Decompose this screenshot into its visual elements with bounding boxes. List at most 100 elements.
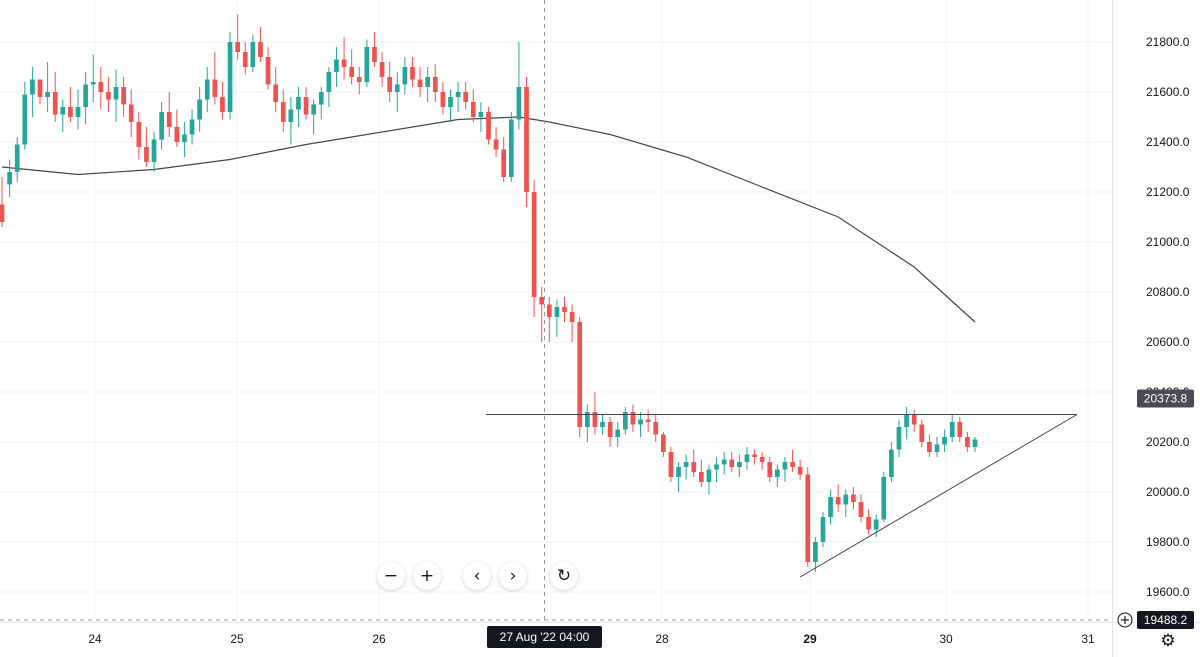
candle-body [957, 422, 963, 437]
candle [508, 112, 514, 182]
candle [486, 107, 491, 145]
candle-body [752, 454, 757, 457]
reset-chart-button[interactable]: ↻ [550, 562, 578, 590]
candle-body [387, 77, 393, 92]
time-tick-label: 26 [372, 632, 386, 646]
candle [204, 67, 210, 112]
candle [60, 99, 66, 132]
candle-body [280, 102, 286, 122]
candle [265, 47, 271, 90]
candle [189, 109, 195, 145]
candle [159, 102, 164, 150]
candle-body [37, 79, 43, 97]
candle [410, 57, 415, 87]
candle-body [273, 84, 279, 102]
candle [539, 287, 545, 342]
candle [516, 42, 522, 130]
candle-body [379, 62, 385, 77]
candle-body [52, 92, 58, 115]
price-tick-label: 21800.0 [1146, 35, 1190, 49]
candle [615, 422, 621, 447]
candle [820, 512, 826, 547]
candle-body [204, 79, 210, 100]
candle-body [767, 462, 773, 477]
candle-body [493, 139, 499, 150]
candle [356, 67, 362, 95]
candle-body [189, 119, 195, 135]
candle [965, 432, 970, 452]
candle-body [782, 462, 788, 470]
candle-body [432, 77, 438, 92]
candle [889, 442, 894, 482]
candle [144, 127, 149, 167]
candle [98, 67, 104, 110]
candle-body [182, 134, 187, 142]
axis-labels: 20373.8 19488.2 27 Aug '22 04:00 [487, 389, 1194, 648]
candle-body [478, 112, 484, 117]
crosshair-time-tag [487, 626, 602, 648]
candle [660, 432, 666, 457]
zoom-in-button[interactable]: + [413, 562, 441, 590]
last-price-label: 20373.8 [1144, 392, 1188, 406]
price-tick-label: 20800.0 [1146, 285, 1190, 299]
candle-body [835, 497, 841, 505]
candle [919, 419, 925, 447]
candle [828, 489, 833, 525]
time-tick-label: 24 [88, 632, 102, 646]
candle-body [75, 107, 81, 117]
candle [524, 77, 529, 207]
reset-controls: ↻ [550, 562, 578, 594]
price-axis[interactable]: 21800.0 21600.0 21400.0 21200.0 21000.0 20800… [1113, 0, 1200, 622]
candle-body [448, 97, 453, 107]
scroll-right-button[interactable]: › [499, 562, 527, 590]
candle [706, 464, 712, 495]
candle [942, 429, 947, 452]
candle-body [296, 97, 301, 110]
candle [911, 409, 917, 432]
candle [562, 297, 567, 322]
candle [698, 459, 704, 487]
candle-body [174, 127, 180, 142]
candle [394, 72, 400, 112]
settings-gear-icon[interactable]: ⚙ [1160, 631, 1176, 651]
candle-body [949, 422, 955, 437]
candle-body [813, 542, 818, 562]
candle [752, 449, 757, 465]
scroll-left-button[interactable]: ‹ [463, 562, 491, 590]
time-axis[interactable]: 24 25 26 28 29 30 31 [88, 632, 1095, 646]
candle-body [410, 67, 415, 80]
candle-body [889, 449, 894, 477]
candle-body [714, 464, 719, 470]
candle-body [934, 444, 940, 452]
candle-body [508, 119, 514, 177]
crosshair-time-label: 27 Aug '22 04:00 [500, 630, 590, 644]
candle [501, 137, 507, 182]
candle-body [630, 412, 636, 425]
add-symbol-plus-circle-icon[interactable] [1117, 612, 1133, 628]
price-tick-label: 20000.0 [1146, 485, 1190, 499]
candle-body [972, 439, 978, 447]
candle [904, 407, 909, 440]
candle-body [554, 307, 560, 317]
candle-body [501, 149, 507, 177]
zoom-out-button[interactable]: − [377, 562, 405, 590]
candlestick-series [0, 14, 978, 572]
price-tick-label: 21400.0 [1146, 135, 1190, 149]
candle [569, 304, 575, 342]
candle-body [622, 412, 628, 430]
candle-body [425, 77, 431, 87]
price-axis-background [1113, 0, 1200, 622]
candle [37, 79, 43, 105]
candle [14, 137, 20, 182]
candle [843, 489, 849, 517]
candle [592, 392, 598, 435]
candle [813, 537, 818, 572]
candle-body [402, 67, 408, 85]
price-tick-label: 21000.0 [1146, 235, 1190, 249]
candle-body [242, 52, 248, 67]
candle [744, 447, 750, 470]
candle [402, 57, 408, 95]
candle [273, 67, 279, 112]
